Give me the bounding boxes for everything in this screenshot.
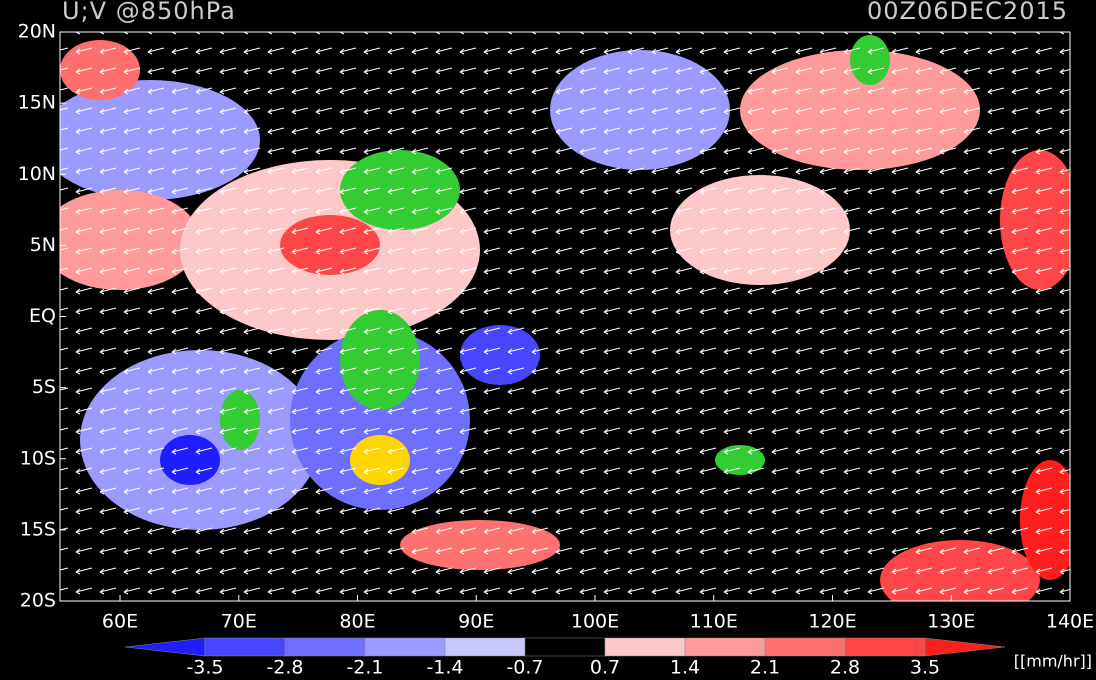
colorbar-swatch <box>364 637 446 657</box>
lon-label: 80E <box>339 611 375 633</box>
colorbar-swatch <box>524 637 606 657</box>
colorbar-swatch <box>444 637 526 657</box>
colorbar-label: 2.8 <box>830 657 860 679</box>
colorbar-swatch <box>684 637 766 657</box>
lat-label: 10S <box>20 447 56 469</box>
colorbar-label: -2.8 <box>266 657 303 679</box>
lon-label: 130E <box>927 611 975 633</box>
colorbar-swatch <box>924 637 1006 657</box>
lat-label: 15S <box>20 518 56 540</box>
colorbar-swatch <box>844 637 926 657</box>
lat-label: 20N <box>18 21 56 43</box>
lon-label: 70E <box>221 611 257 633</box>
lon-label: 110E <box>690 611 738 633</box>
lat-label: 10N <box>18 163 56 185</box>
colorbar-label: 1.4 <box>670 657 700 679</box>
map-time: 00Z06DEC2015 <box>867 0 1068 25</box>
map-field <box>60 32 1070 601</box>
lon-label: 120E <box>808 611 856 633</box>
lon-label: 90E <box>458 611 494 633</box>
colorbar-label: -3.5 <box>186 657 223 679</box>
colorbar-label: 3.5 <box>910 657 940 679</box>
map-title: U;V @850hPa <box>62 0 236 25</box>
colorbar-swatch <box>284 637 366 657</box>
colorbar-label: -1.4 <box>426 657 463 679</box>
colorbar-swatch <box>764 637 846 657</box>
lat-label: 5S <box>32 376 56 398</box>
colorbar-swatch <box>604 637 686 657</box>
colorbar-swatch <box>204 637 286 657</box>
lon-label: 60E <box>102 611 138 633</box>
colorbar-unit: [[mm/hr]] <box>1014 652 1092 671</box>
lon-label: 140E <box>1046 611 1094 633</box>
colorbar-label: -2.1 <box>346 657 383 679</box>
colorbar-swatch <box>124 637 206 657</box>
lat-label: 20S <box>20 590 56 612</box>
colorbar-label: -0.7 <box>506 657 543 679</box>
colorbar-label: 2.1 <box>750 657 780 679</box>
lat-label: EQ <box>29 305 56 327</box>
lat-label: 15N <box>18 92 56 114</box>
colorbar-label: 0.7 <box>590 657 620 679</box>
lon-label: 100E <box>571 611 619 633</box>
lat-label: 5N <box>30 234 56 256</box>
